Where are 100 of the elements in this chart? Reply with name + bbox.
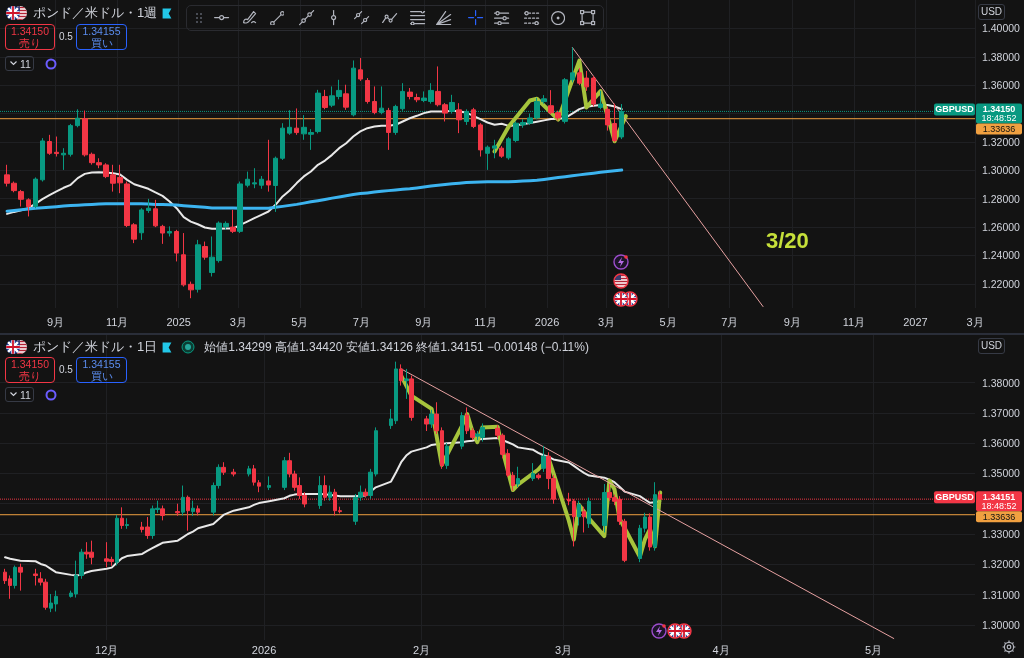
candlestick	[612, 103, 617, 143]
x-tick-label: 2027	[903, 315, 928, 328]
candlestick	[160, 505, 165, 521]
candlestick	[153, 199, 158, 228]
candlestick	[541, 445, 546, 473]
candlestick	[146, 198, 151, 214]
candlestick	[605, 105, 610, 132]
x-tick-label: 9月	[46, 315, 65, 328]
x-tick-label: 5月	[291, 315, 309, 328]
candlestick	[174, 229, 179, 262]
candlestick	[202, 241, 208, 261]
x-tick-label: 9月	[783, 315, 801, 328]
x-tick-label: 2025	[166, 315, 191, 328]
candlestick	[577, 500, 581, 527]
x-tick-label: 7月	[721, 315, 739, 328]
y-tick-label: 1.37000	[982, 406, 1021, 419]
candlestick	[531, 462, 535, 482]
annotation: 1.34150	[10, 358, 50, 371]
x-tick-label: 11月	[105, 315, 129, 328]
annotation: 0.5	[59, 364, 73, 375]
candlestick	[267, 475, 271, 491]
annotation: 売り	[18, 369, 42, 382]
x-tick-label: 7月	[352, 315, 370, 328]
ref-line-label: 1.33636	[982, 511, 1016, 522]
candlestick	[456, 102, 462, 134]
candlestick	[414, 93, 420, 103]
candlestick	[358, 57, 363, 82]
candlestick	[175, 503, 180, 517]
currency-button: USD	[978, 4, 1005, 20]
candlestick	[188, 281, 194, 299]
buy-button: 1.34155 買い	[76, 357, 127, 383]
candlestick	[139, 207, 144, 241]
candlestick	[492, 139, 497, 159]
candlestick	[536, 472, 541, 480]
candlestick	[259, 175, 264, 190]
candlestick	[404, 368, 409, 400]
candlestick	[582, 506, 586, 533]
candlestick	[409, 375, 414, 422]
candlestick	[322, 89, 328, 110]
candlestick	[343, 84, 349, 111]
candlestick	[266, 139, 271, 193]
candlestick	[449, 94, 455, 115]
text: 18:48:52	[981, 113, 1017, 124]
annotation: 3/20	[766, 228, 809, 254]
candlestick	[13, 564, 17, 590]
candlestick	[516, 466, 520, 488]
candlestick	[68, 123, 73, 158]
x-tick-label: 11月	[474, 315, 497, 328]
candlestick	[365, 77, 370, 105]
x-tick-label: 2月	[412, 643, 431, 656]
x-tick-label: 2026	[534, 315, 560, 328]
candlestick	[221, 461, 226, 476]
candlestick	[372, 85, 377, 115]
line-series	[5, 168, 624, 213]
candlestick	[570, 46, 575, 83]
annotation: 11	[20, 388, 31, 401]
candlestick	[181, 485, 185, 517]
candlestick	[18, 189, 24, 208]
chart-title: ポンド／米ドル・1週	[33, 4, 158, 22]
x-tick-label: 4月	[712, 643, 730, 656]
y-tick-label: 1.31000	[982, 588, 1021, 601]
candlestick	[478, 122, 483, 158]
sell-button: 1.34150 売り	[5, 357, 55, 383]
candlestick	[247, 465, 251, 477]
y-tick-label: 1.32000	[982, 135, 1021, 148]
candlestick	[598, 90, 603, 110]
candlestick	[386, 107, 391, 151]
candlestick	[328, 485, 332, 502]
indicator-toggle: 11	[5, 387, 34, 402]
x-tick-label: 2026	[251, 643, 277, 656]
x-tick-label: 3月	[229, 315, 247, 328]
candlestick	[485, 144, 490, 171]
y-tick-label: 1.30000	[982, 618, 1021, 631]
annotation: 買い	[89, 369, 114, 382]
annotation: 1.34155	[81, 358, 122, 371]
y-tick-label: 1.32000	[982, 558, 1021, 571]
candlestick	[653, 481, 657, 552]
candlestick	[602, 483, 607, 533]
candlestick	[33, 176, 38, 209]
x-tick-label: 12月	[95, 643, 119, 656]
candlestick	[460, 411, 464, 450]
candlestick	[584, 70, 589, 92]
candlestick	[160, 224, 165, 245]
chart-subtitle: 始値1.34299 高値1.34420 安値1.34126 終値1.34151 −0.00148 (−0.11%)	[204, 338, 589, 356]
candlestick	[125, 517, 129, 530]
x-tick-label: 9月	[415, 315, 433, 328]
indicator-toggle: 11	[5, 56, 34, 71]
candlestick	[231, 468, 236, 477]
candlestick	[471, 107, 476, 129]
candlestick	[33, 568, 38, 586]
candlestick	[273, 156, 278, 213]
annotation: 買い	[89, 36, 114, 49]
candlestick	[40, 137, 45, 183]
text: 18:48:52	[981, 501, 1017, 512]
candlestick	[499, 145, 504, 159]
candlestick	[195, 239, 201, 294]
candlestick	[445, 442, 449, 470]
y-tick-label: 1.35000	[982, 467, 1021, 480]
candlestick	[294, 107, 299, 136]
candlestick	[424, 415, 429, 432]
